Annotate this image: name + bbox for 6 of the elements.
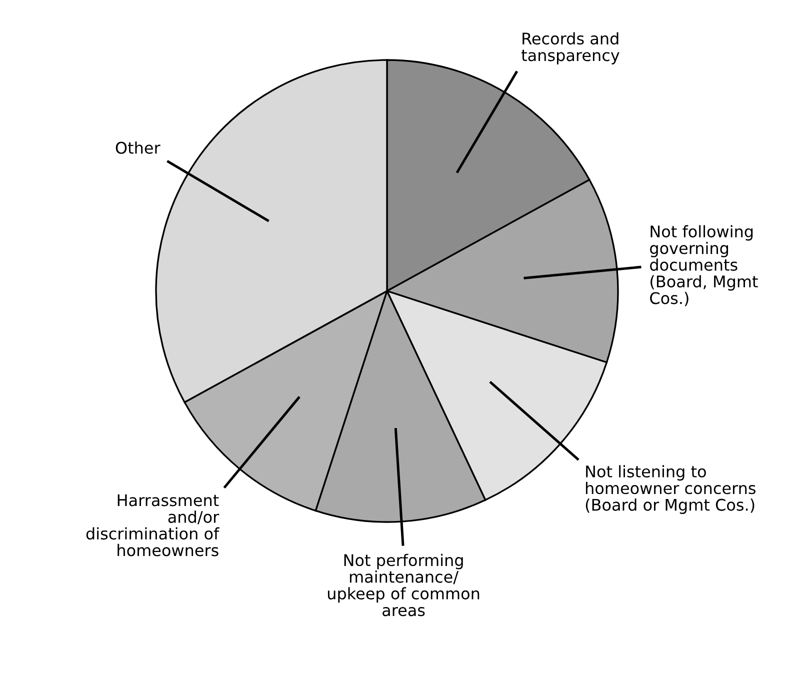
slice-label: Not performing maintenance/ upkeep of common areas [328, 554, 480, 616]
slice-label: Records and tansparency [521, 32, 620, 64]
slice-label: Not following governing documents (Board, Mgmt Cos.) [650, 225, 758, 306]
slice-label: Other [116, 141, 160, 154]
slice-label: Harrassment and/or discrimination of homeowners [86, 494, 220, 556]
slice-label: Not listening to homeowner concerns (Board or Mgmt Cos.) [586, 465, 756, 514]
